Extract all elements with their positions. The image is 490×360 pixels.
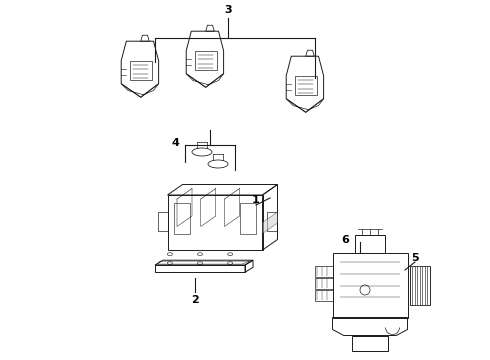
Bar xyxy=(333,252,408,318)
Bar xyxy=(157,211,168,231)
Text: 1: 1 xyxy=(252,195,260,205)
Text: 6: 6 xyxy=(341,235,349,245)
Bar xyxy=(267,211,276,231)
Text: 3: 3 xyxy=(224,5,232,15)
Text: 4: 4 xyxy=(171,138,179,148)
Bar xyxy=(315,278,333,288)
Text: 5: 5 xyxy=(411,253,419,263)
Bar xyxy=(315,266,333,276)
Polygon shape xyxy=(263,212,277,234)
Bar xyxy=(315,289,333,301)
Bar xyxy=(410,266,430,305)
Text: 2: 2 xyxy=(191,295,199,305)
Bar xyxy=(352,336,388,351)
Bar xyxy=(355,234,385,252)
Bar xyxy=(240,203,256,234)
Bar xyxy=(174,203,190,234)
